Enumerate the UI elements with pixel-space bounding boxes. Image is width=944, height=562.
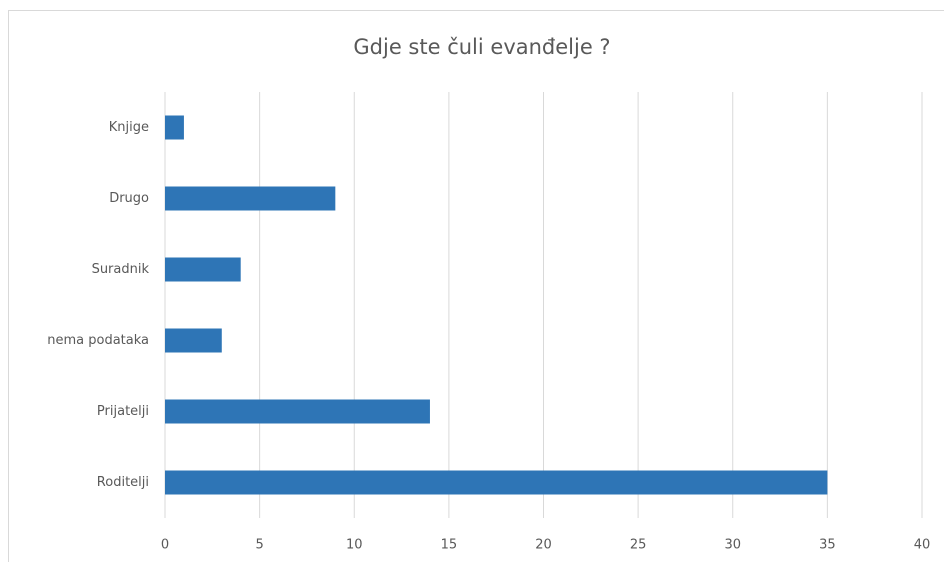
x-tick-label: 15 bbox=[441, 538, 458, 553]
y-tick-label: Knjige bbox=[109, 120, 149, 135]
x-tick-label: 10 bbox=[346, 538, 363, 553]
x-tick-label: 25 bbox=[630, 538, 647, 553]
bar bbox=[165, 399, 430, 424]
chart-frame bbox=[8, 10, 944, 562]
y-tick-label: nema podataka bbox=[47, 333, 149, 348]
x-tick-label: 20 bbox=[535, 538, 552, 553]
x-tick-label: 5 bbox=[255, 538, 263, 553]
y-tick-label: Prijatelji bbox=[97, 404, 149, 419]
bar bbox=[165, 257, 241, 282]
y-tick-label: Roditelji bbox=[97, 475, 149, 490]
x-tick-label: 0 bbox=[161, 538, 169, 553]
x-tick-label: 30 bbox=[724, 538, 741, 553]
bar bbox=[165, 115, 184, 140]
bar bbox=[165, 470, 828, 495]
y-tick-label: Suradnik bbox=[92, 262, 150, 277]
x-tick-label: 40 bbox=[914, 538, 931, 553]
chart-title: Gdje ste čuli evanđelje ? bbox=[353, 35, 610, 59]
y-tick-label: Drugo bbox=[109, 191, 149, 206]
bar bbox=[165, 186, 336, 211]
x-tick-label: 35 bbox=[819, 538, 836, 553]
bar bbox=[165, 328, 222, 353]
